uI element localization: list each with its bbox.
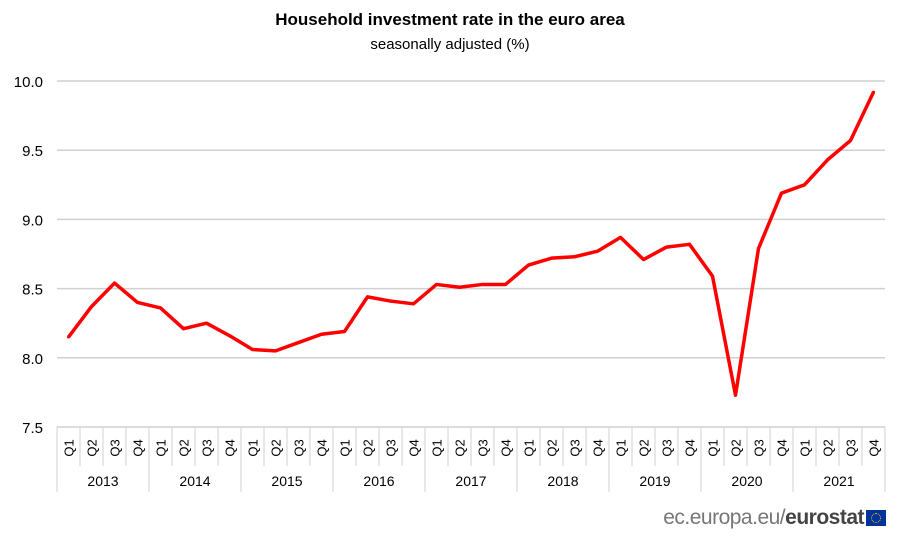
- y-tick-label: 9.5: [22, 143, 43, 160]
- x-tick-label-quarter: Q3: [292, 439, 307, 456]
- x-tick-label-quarter: Q4: [775, 439, 790, 456]
- data-point: [481, 282, 484, 286]
- data-point: [228, 334, 231, 338]
- x-tick-label-quarter: Q4: [683, 439, 698, 456]
- data-point: [780, 191, 783, 195]
- y-tick-label: 7.5: [22, 420, 43, 437]
- data-point: [389, 299, 392, 303]
- data-point: [320, 332, 323, 336]
- x-tick-label-quarter: Q3: [200, 439, 215, 456]
- data-point: [435, 282, 438, 286]
- chart-subtitle: seasonally adjusted (%): [370, 36, 530, 53]
- x-tick-label-quarter: Q4: [591, 439, 606, 456]
- x-tick-label-quarter: Q2: [177, 439, 192, 456]
- x-tick-label-year: 2020: [731, 473, 762, 489]
- data-point: [803, 183, 806, 187]
- eu-flag-icon: [866, 510, 886, 526]
- x-tick-label-quarter: Q4: [223, 439, 238, 456]
- data-point: [251, 347, 254, 351]
- data-point: [297, 341, 300, 345]
- data-point: [274, 349, 277, 353]
- x-tick-label-quarter: Q2: [821, 439, 836, 456]
- x-tick-label-year: 2013: [87, 473, 118, 489]
- x-tick-label-quarter: Q1: [338, 439, 353, 456]
- data-point: [711, 274, 714, 278]
- x-tick-label-quarter: Q1: [706, 439, 721, 456]
- data-point: [205, 321, 208, 325]
- data-point: [849, 139, 852, 143]
- eurostat-logo: ec.europa.eu/eurostat: [663, 506, 886, 530]
- x-tick-label-quarter: Q2: [637, 439, 652, 456]
- x-tick-label-year: 2018: [547, 473, 578, 489]
- data-point: [67, 335, 70, 339]
- series-line: [67, 91, 876, 397]
- x-tick-label-year: 2015: [271, 473, 302, 489]
- x-tick-label-quarter: Q2: [85, 439, 100, 456]
- x-tick-label-quarter: Q3: [476, 439, 491, 456]
- data-point: [688, 242, 691, 246]
- x-tick-label-quarter: Q2: [453, 439, 468, 456]
- data-point: [596, 249, 599, 253]
- x-tick-label-quarter: Q2: [545, 439, 560, 456]
- data-point: [343, 330, 346, 334]
- data-point: [550, 256, 553, 260]
- x-tick-label-quarter: Q3: [752, 439, 767, 456]
- x-tick-label-quarter: Q4: [131, 439, 146, 456]
- data-point: [573, 255, 576, 259]
- y-tick-label: 8.5: [22, 282, 43, 299]
- y-tick-label: 8.0: [22, 351, 43, 368]
- x-tick-label-quarter: Q3: [660, 439, 675, 456]
- x-tick-label-quarter: Q1: [798, 439, 813, 456]
- x-tick-label-year: 2021: [823, 473, 854, 489]
- x-tick-label-quarter: Q3: [844, 439, 859, 456]
- x-tick-label-quarter: Q4: [499, 439, 514, 456]
- x-tick-label-quarter: Q1: [154, 439, 169, 456]
- data-point: [136, 300, 139, 304]
- x-tick-label-quarter: Q1: [430, 439, 445, 456]
- data-point: [826, 158, 829, 162]
- logo-brand: eurostat: [785, 506, 864, 529]
- x-tick-label-quarter: Q2: [729, 439, 744, 456]
- data-point: [665, 245, 668, 249]
- data-point: [182, 327, 185, 331]
- data-point: [872, 90, 875, 94]
- x-tick-label-quarter: Q2: [269, 439, 284, 456]
- x-tick-label-year: 2016: [363, 473, 394, 489]
- data-point: [412, 302, 415, 306]
- y-tick-label: 9.0: [22, 212, 43, 229]
- x-tick-label-quarter: Q1: [522, 439, 537, 456]
- x-tick-label-year: 2019: [639, 473, 670, 489]
- data-point: [757, 246, 760, 250]
- x-tick-label-quarter: Q2: [361, 439, 376, 456]
- data-point: [159, 306, 162, 310]
- data-point: [458, 285, 461, 289]
- x-tick-label-quarter: Q3: [108, 439, 123, 456]
- y-tick-label: 10.0: [14, 74, 43, 91]
- x-tick-label-quarter: Q1: [614, 439, 629, 456]
- data-point: [734, 393, 737, 397]
- data-point: [642, 258, 645, 262]
- data-point: [504, 282, 507, 286]
- data-point: [90, 305, 93, 309]
- x-tick-label-quarter: Q3: [568, 439, 583, 456]
- x-tick-label-quarter: Q3: [384, 439, 399, 456]
- data-point: [366, 295, 369, 299]
- data-point: [113, 281, 116, 285]
- x-tick-label-quarter: Q4: [315, 439, 330, 456]
- x-tick-label-year: 2017: [455, 473, 486, 489]
- x-tick-label-quarter: Q4: [407, 439, 422, 456]
- x-tick-label-quarter: Q4: [867, 439, 882, 456]
- x-tick-label-year: 2014: [179, 473, 210, 489]
- data-point: [527, 263, 530, 267]
- x-tick-label-quarter: Q1: [246, 439, 261, 456]
- logo-site: ec.europa.eu/: [663, 506, 786, 529]
- x-tick-label-quarter: Q1: [62, 439, 77, 456]
- chart-title: Household investment rate in the euro ar…: [275, 10, 625, 29]
- data-point: [619, 235, 622, 239]
